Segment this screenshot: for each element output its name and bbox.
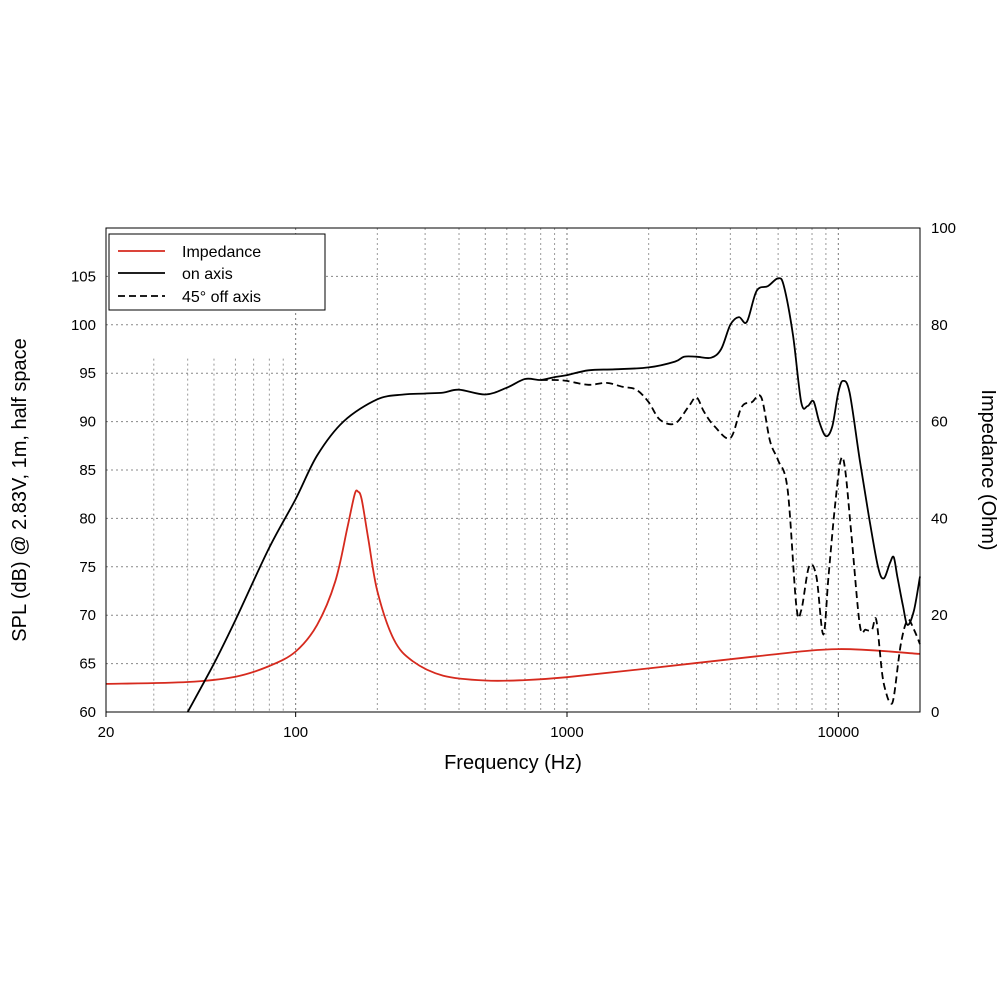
y-tick-label: 65 xyxy=(79,656,96,673)
x-tick-label: 1000 xyxy=(550,724,583,741)
y-tick-label: 75 xyxy=(79,559,96,576)
y-tick-label: 60 xyxy=(79,704,96,721)
y2-tick-label: 100 xyxy=(931,220,956,237)
x-tick-labels: 20 100 1000 10000 xyxy=(98,712,859,741)
x-tick-label: 10000 xyxy=(817,724,859,741)
y2-tick-label: 80 xyxy=(931,317,948,334)
y2-tick-labels: 0 20 40 60 80 100 xyxy=(931,220,956,721)
x-tick-label: 100 xyxy=(283,724,308,741)
series-impedance xyxy=(105,489,921,685)
y2-axis-label: Impedance (Ohm) xyxy=(977,389,999,550)
y-tick-label: 90 xyxy=(79,414,96,431)
y-tick-labels: 60 65 70 75 80 85 90 95 100 105 xyxy=(71,268,96,721)
y-tick-label: 105 xyxy=(71,268,96,285)
legend-box xyxy=(108,233,326,311)
legend-label-impedance: Impedance xyxy=(182,244,261,261)
y2-tick-label: 0 xyxy=(931,704,939,721)
legend-label-on-axis: on axis xyxy=(182,266,233,283)
x-tick-label: 20 xyxy=(98,724,115,741)
y-tick-label: 95 xyxy=(79,365,96,382)
y-tick-label: 85 xyxy=(79,462,96,479)
y-axis-label: SPL (dB) @ 2.83V, 1m, half space xyxy=(9,338,31,641)
y-tick-label: 100 xyxy=(71,317,96,334)
y-tick-label: 70 xyxy=(79,607,96,624)
legend-label-off-axis: 45° off axis xyxy=(182,289,261,306)
x-axis-label: Frequency (Hz) xyxy=(444,752,582,774)
y2-tick-label: 20 xyxy=(931,607,948,624)
series-off-axis xyxy=(540,379,921,705)
y-tick-label: 80 xyxy=(79,510,96,527)
y2-tick-label: 40 xyxy=(931,510,948,527)
series-layer xyxy=(105,277,921,713)
y2-tick-label: 60 xyxy=(931,414,948,431)
plot-frame xyxy=(105,227,921,713)
series-on-axis xyxy=(186,277,921,713)
legend: Impedance on axis 45° off axis xyxy=(108,233,326,311)
